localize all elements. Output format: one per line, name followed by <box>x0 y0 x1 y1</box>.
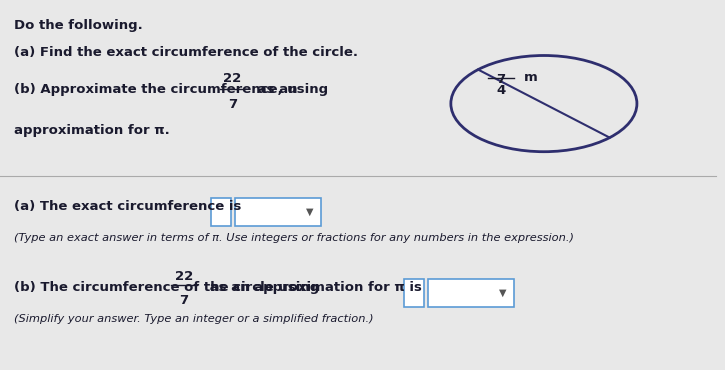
FancyBboxPatch shape <box>235 198 320 226</box>
FancyBboxPatch shape <box>405 279 424 307</box>
Text: (a) The exact circumference is: (a) The exact circumference is <box>14 200 241 213</box>
Text: (Simplify your answer. Type an integer or a simplified fraction.): (Simplify your answer. Type an integer o… <box>14 314 374 324</box>
Text: 7: 7 <box>497 73 505 86</box>
Text: ▼: ▼ <box>306 207 314 217</box>
Text: 7: 7 <box>179 294 188 307</box>
Text: 22: 22 <box>175 270 193 283</box>
Text: approximation for π.: approximation for π. <box>14 124 170 137</box>
FancyBboxPatch shape <box>211 198 231 226</box>
FancyBboxPatch shape <box>428 279 514 307</box>
Text: (b) The circumference of the circle using: (b) The circumference of the circle usin… <box>14 281 324 294</box>
Text: ▼: ▼ <box>500 288 507 298</box>
Text: 4: 4 <box>497 84 505 97</box>
Text: 7: 7 <box>228 98 237 111</box>
Text: (b) Approximate the circumference, using: (b) Approximate the circumference, using <box>14 83 333 96</box>
Text: (Type an exact answer in terms of π. Use integers or fractions for any numbers i: (Type an exact answer in terms of π. Use… <box>14 233 574 243</box>
Text: as an approximation for π is: as an approximation for π is <box>205 281 422 294</box>
Text: m: m <box>524 71 538 84</box>
Text: 22: 22 <box>223 72 241 85</box>
Text: Do the following.: Do the following. <box>14 18 143 31</box>
Text: (a) Find the exact circumference of the circle.: (a) Find the exact circumference of the … <box>14 46 358 59</box>
Text: as an: as an <box>252 83 297 96</box>
